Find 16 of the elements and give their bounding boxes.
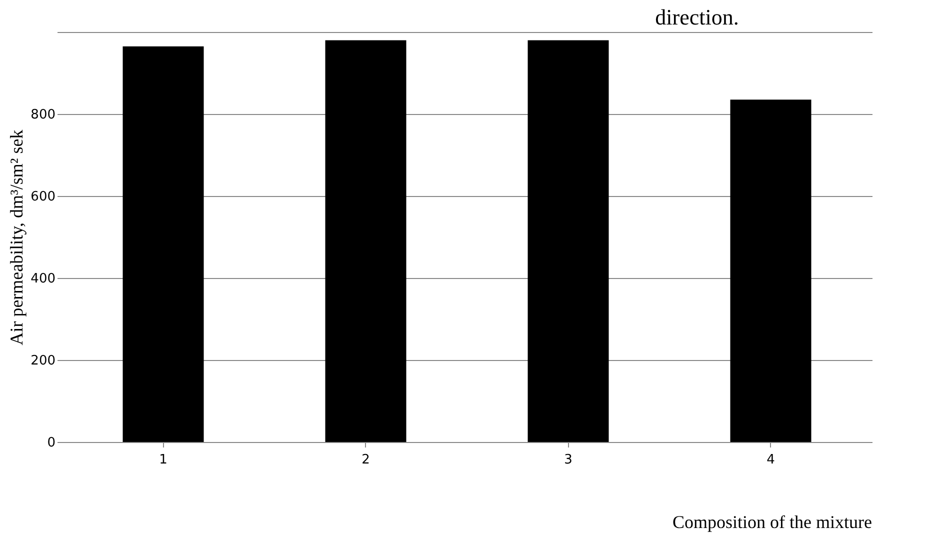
- bar: [528, 40, 609, 442]
- y-tick-label: 400: [30, 272, 56, 286]
- y-tick-label: 200: [30, 354, 56, 368]
- x-tick-label: 2: [362, 452, 370, 468]
- chart-title: direction.: [655, 4, 739, 30]
- y-tick-label: 0: [47, 436, 56, 450]
- y-axis-title: Air permeability, dm³/sm² sek: [6, 130, 27, 346]
- bar: [122, 46, 204, 442]
- y-tick-label: 800: [30, 108, 56, 122]
- y-tick-label: 600: [30, 190, 56, 204]
- bar: [730, 100, 812, 442]
- x-axis-title: Composition of the mixture: [672, 512, 872, 532]
- bar: [325, 40, 406, 442]
- x-tick-label: 1: [159, 452, 168, 468]
- x-tick-label: 4: [766, 452, 775, 468]
- x-tick-label: 3: [564, 452, 572, 468]
